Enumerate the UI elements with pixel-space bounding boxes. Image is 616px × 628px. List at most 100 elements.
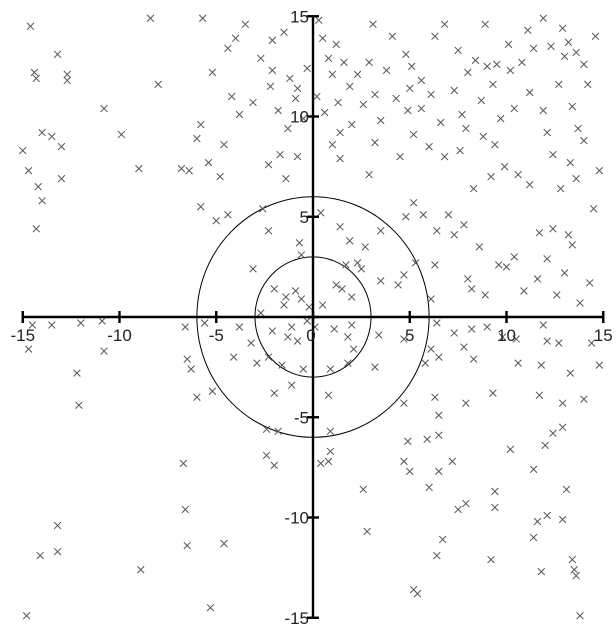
data-point (359, 100, 368, 109)
data-point (529, 465, 538, 474)
marker-stroke (326, 447, 335, 456)
marker-stroke (193, 134, 201, 143)
data-point (284, 333, 292, 341)
data-point (394, 281, 402, 289)
data-point (268, 66, 277, 75)
marker-stroke (535, 229, 544, 237)
marker-stroke (572, 571, 580, 580)
marker-stroke (282, 293, 290, 301)
marker-stroke (38, 128, 46, 137)
marker-stroke (539, 106, 548, 115)
marker-stroke (274, 427, 282, 436)
marker-stroke (57, 142, 66, 151)
data-point (425, 142, 433, 151)
data-point (253, 359, 261, 367)
y-tick-label: 15 (290, 7, 309, 26)
data-point (181, 323, 190, 331)
marker-stroke (324, 457, 333, 466)
marker-stroke (332, 40, 340, 49)
marker-stroke (547, 42, 555, 51)
marker-stroke (262, 451, 271, 460)
data-point (324, 54, 333, 63)
marker-stroke (293, 152, 302, 161)
marker-stroke (460, 221, 468, 229)
marker-stroke (22, 611, 31, 620)
data-point (539, 321, 548, 329)
marker-stroke (421, 359, 429, 367)
data-point (18, 146, 27, 155)
marker-stroke (444, 210, 453, 219)
data-point (460, 343, 468, 351)
data-point (63, 76, 72, 85)
marker-stroke (438, 535, 447, 544)
data-point (359, 485, 368, 494)
data-point (433, 551, 441, 560)
marker-stroke (63, 76, 72, 85)
marker-stroke (28, 321, 37, 329)
marker-stroke (543, 255, 551, 263)
marker-stroke (313, 92, 321, 101)
marker-stroke (417, 104, 426, 113)
marker-stroke (278, 361, 286, 369)
data-point (376, 277, 385, 285)
data-point (411, 259, 420, 267)
marker-stroke (525, 180, 534, 189)
data-point (585, 279, 594, 287)
marker-stroke (324, 391, 333, 399)
data-point (291, 287, 300, 295)
marker-stroke (512, 335, 520, 343)
marker-stroke (135, 164, 143, 173)
data-point (506, 66, 515, 75)
data-point (353, 259, 362, 267)
data-point (284, 124, 292, 133)
marker-stroke (572, 48, 580, 57)
data-point (572, 174, 580, 183)
marker-stroke (77, 319, 85, 327)
data-point (181, 505, 190, 514)
data-point (24, 166, 33, 175)
marker-stroke (475, 243, 484, 251)
data-point (392, 94, 400, 103)
data-point (574, 124, 582, 133)
marker-stroke (18, 146, 27, 155)
data-point (450, 231, 459, 239)
data-point (524, 26, 532, 35)
marker-stroke (376, 277, 385, 285)
marker-stroke (440, 20, 449, 29)
y-tick-label: -10 (284, 509, 309, 528)
data-point (75, 401, 83, 409)
data-point (98, 317, 106, 325)
marker-stroke (518, 58, 526, 67)
data-point (438, 535, 447, 544)
data-point (235, 110, 244, 119)
marker-stroke (100, 104, 108, 113)
data-point (504, 40, 513, 49)
data-point (220, 539, 228, 548)
data-point (53, 521, 62, 530)
data-point (264, 227, 273, 235)
marker-stroke (483, 62, 491, 71)
marker-stroke (284, 124, 292, 133)
marker-stroke (257, 309, 265, 317)
data-point (357, 265, 366, 273)
data-point (493, 60, 501, 69)
data-point (208, 387, 217, 395)
data-point (154, 80, 162, 89)
marker-stroke (436, 118, 445, 127)
marker-stroke (524, 26, 532, 35)
marker-stroke (365, 170, 373, 179)
marker-stroke (26, 22, 35, 31)
marker-stroke (427, 345, 435, 353)
marker-stroke (249, 265, 257, 273)
data-point (423, 435, 431, 444)
data-point (375, 331, 383, 339)
marker-stroke (183, 355, 191, 363)
marker-stroke (529, 533, 538, 542)
data-point (249, 265, 257, 273)
marker-stroke (299, 365, 308, 373)
marker-stroke (489, 80, 497, 89)
marker-stroke (344, 333, 352, 341)
data-point (258, 204, 267, 213)
marker-stroke (462, 124, 470, 133)
data-point (365, 58, 373, 67)
